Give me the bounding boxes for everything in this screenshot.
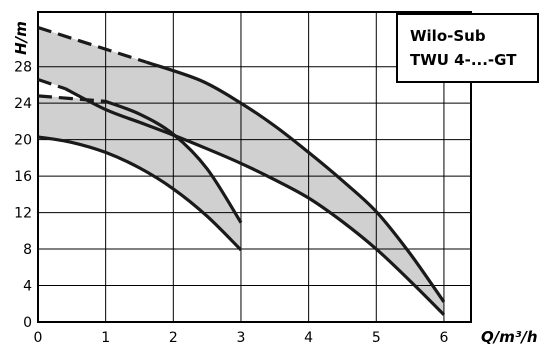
x-tick-label-2: 2 [169,330,178,346]
band-fill-2 [38,95,241,251]
x-tick-label-6: 6 [439,330,448,346]
band-2-upper-dashed-curve [37,94,106,103]
band-layer [38,27,444,315]
band-1-lower-dashed-curve [37,77,66,91]
y-tick-label-0: 0 [23,315,32,331]
y-tick-label-28: 28 [14,60,32,76]
y-tick-label-12: 12 [14,206,32,222]
band-1-upper-dashed-curve [37,25,147,64]
band-fill-1 [38,27,444,315]
y-axis-label: H/m [12,21,30,55]
x-tick-label-0: 0 [34,330,43,346]
legend-line-2: TWU 4-...-GT [410,51,517,69]
band-2-upper-curve [105,99,243,224]
y-tick-label-24: 24 [14,96,32,112]
y-tick-label-4: 4 [23,279,32,295]
curve-layer [37,25,446,316]
band-2-lower-curve [37,135,243,252]
y-tick-label-20: 20 [14,133,32,149]
legend-line-1: Wilo-Sub [410,27,486,45]
legend-box [396,13,539,83]
x-tick-label-1: 1 [101,330,110,346]
x-axis-label: Q/m³/h [481,328,538,346]
y-tick-label-16: 16 [14,169,32,185]
x-tick-label-4: 4 [304,330,313,346]
y-tick-label-8: 8 [23,242,32,258]
x-tick-label-5: 5 [372,330,381,346]
x-tick-label-3: 3 [237,330,246,346]
plot-frame [37,11,472,323]
band-1-upper-curve [145,60,446,303]
legend: Wilo-Sub TWU 4-...-GT [396,13,539,83]
band-1-lower-curve [64,87,446,316]
